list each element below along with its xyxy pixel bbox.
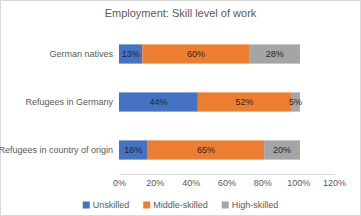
x-tick-label: 60% (218, 178, 236, 188)
legend-item: Middle-skilled (143, 200, 208, 210)
bar (142, 44, 250, 63)
bar (119, 44, 142, 63)
y-tick: Refugees in Germany (25, 97, 119, 107)
legend-label: Middle-skilled (153, 200, 208, 210)
data-label: 44% (149, 97, 167, 107)
bar (264, 140, 300, 159)
data-label: 60% (187, 49, 205, 59)
x-axis: 0% 20% 40% 60% 80% 100% 120% (113, 174, 346, 188)
data-label: 52% (235, 97, 253, 107)
category-label: German natives (49, 49, 113, 59)
x-tick: 20% (146, 174, 164, 188)
data-label: 13% (122, 49, 140, 59)
y-tick: Refugees in country of origin (0, 145, 119, 155)
legend: Unskilled Middle-skilled High-skilled (83, 200, 279, 210)
x-axis-line (120, 174, 335, 175)
x-tick-label: 120% (323, 178, 346, 188)
data-label: 16% (124, 145, 142, 155)
y-axis: German natives Refugees in Germany Refugee… (0, 31, 120, 175)
x-tick-label: 20% (146, 178, 164, 188)
legend-swatch (143, 202, 150, 209)
bar (250, 44, 300, 63)
data-label: 65% (197, 145, 215, 155)
legend-item: Unskilled (83, 200, 130, 210)
x-tick-label: 80% (254, 178, 272, 188)
x-tick: 60% (218, 174, 236, 188)
category-label: Refugees in country of origin (0, 145, 113, 155)
bar (119, 140, 148, 159)
x-tick: 120% (323, 174, 346, 188)
data-labels: 13% 60% 28% 44% 52% 5% 16% 65% 20% (122, 49, 302, 155)
chart-container: Employment: Skill level of work 0% 20% 40% 6… (0, 0, 361, 216)
x-tick-label: 100% (287, 178, 310, 188)
bar (198, 92, 291, 111)
x-tick: 40% (182, 174, 200, 188)
x-tick: 80% (254, 174, 272, 188)
legend-swatch (83, 202, 90, 209)
x-tick: 100% (287, 174, 310, 188)
data-label: 28% (266, 49, 284, 59)
bar (148, 140, 264, 159)
chart: Employment: Skill level of work 0% 20% 40% 6… (0, 0, 361, 216)
legend-label: Unskilled (93, 200, 130, 210)
category-label: Refugees in Germany (25, 97, 113, 107)
legend-swatch (222, 202, 229, 209)
legend-label: High-skilled (232, 200, 279, 210)
data-label: 5% (289, 97, 302, 107)
title: Employment: Skill level of work (105, 7, 257, 19)
x-tick-label: 40% (182, 178, 200, 188)
x-tick: 0% (113, 174, 126, 188)
chart-frame (1, 1, 361, 216)
data-label: 20% (273, 145, 291, 155)
x-tick-label: 0% (113, 178, 126, 188)
bars (119, 44, 300, 159)
y-tick: German natives (49, 49, 119, 59)
legend-item: High-skilled (222, 200, 279, 210)
bar (119, 92, 198, 111)
